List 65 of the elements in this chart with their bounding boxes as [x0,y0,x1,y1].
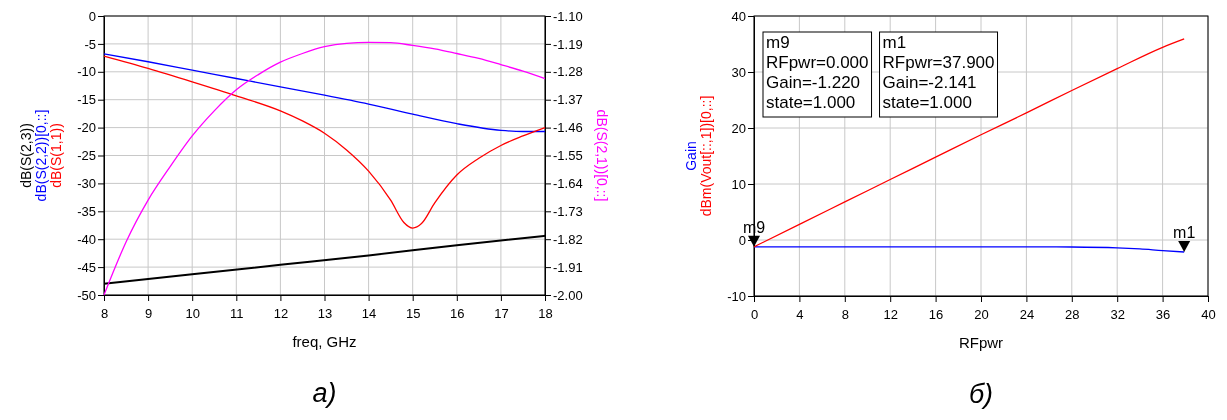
y-tick-label: 40 [731,8,746,24]
y-tick-label: 30 [731,64,746,80]
x-tick-label: 20 [974,307,989,323]
y2-tick-label: -1.46 [553,120,583,136]
y-tick-label: -30 [77,176,96,192]
text: a) [312,378,337,408]
x-tick-label: 15 [405,306,421,322]
y-tick-label: -20 [77,120,96,136]
x-tick-label: 12 [273,306,289,322]
text: Gain [683,141,699,171]
x-tick-label: 8 [841,307,849,323]
y-tick-label: 20 [731,120,746,136]
y2-tick-label: -1.64 [553,176,583,192]
y2-tick-label: -1.10 [553,8,583,24]
y2-tick-label: -1.91 [553,259,583,275]
text: dBm(Vout[::,1])[0,::] [698,95,714,217]
y2-tick-label: -1.55 [553,148,583,164]
x-tick-label: 13 [317,306,333,322]
y-tick-label: 0 [738,232,746,248]
x-tick-label: 4 [796,307,804,323]
x-tick-label: 28 [1065,307,1080,323]
x-tick-label: 40 [1201,307,1216,323]
x-tick-label: 36 [1155,307,1171,323]
text: dB(S(2,1))[0,::] [594,109,610,202]
y2-tick-label: -1.37 [553,92,583,108]
annotation: m1 RFpwr=37.900 Gain=-2.141 state=1.000 [882,33,995,112]
x-axis-title: RFpwr [958,334,1004,351]
y-tick-label: 0 [88,8,96,24]
y-tick-label: -10 [727,288,746,304]
x-tick-label: 16 [928,307,944,323]
x-tick-label: 12 [883,307,898,323]
x-tick-label: 24 [1019,307,1035,323]
text: dB(S(2,2))[0,::] [33,109,49,202]
x-tick-label: 32 [1110,307,1125,323]
y-tick-label: 10 [731,176,746,192]
y-tick-label: -10 [77,64,96,80]
y2-tick-label: -1.19 [553,36,583,52]
x-tick-label: 18 [538,306,553,322]
line-series [103,55,546,229]
text: б) [968,379,994,409]
x-tick-label: 16 [450,306,465,322]
x-tick-label: 8 [100,306,109,322]
y-tick-label: -45 [77,259,96,275]
x-tick-label: 17 [494,306,509,322]
y-tick-label: -25 [77,148,96,164]
y-tick-label: -15 [77,92,96,108]
annotation: m9 RFpwr=0.000 Gain=-1.220 state=1.000 [766,33,869,112]
y2-tick-label: -1.28 [553,64,583,80]
y2-tick-label: -1.82 [553,231,583,247]
y-tick-label: -40 [77,231,96,247]
x-tick-label: 0 [750,307,759,323]
y2-tick-label: -2.00 [553,287,583,303]
x-tick-label: 10 [185,306,200,322]
text: dB(S(2,3)) [18,123,34,188]
x-tick-label: 14 [361,306,377,322]
y-tick-label: -50 [77,287,96,303]
text: dB(S(1,1)) [48,123,64,188]
y2-tick-label: -1.73 [553,203,583,219]
annotation: m1 [1173,223,1196,241]
y-tick-label: -35 [77,203,96,219]
y-tick-label: -5 [84,36,96,52]
x-tick-label: 9 [144,306,153,322]
x-tick-label: 11 [230,306,244,322]
x-axis-title: freq, GHz [292,333,357,350]
line-series [103,53,546,133]
